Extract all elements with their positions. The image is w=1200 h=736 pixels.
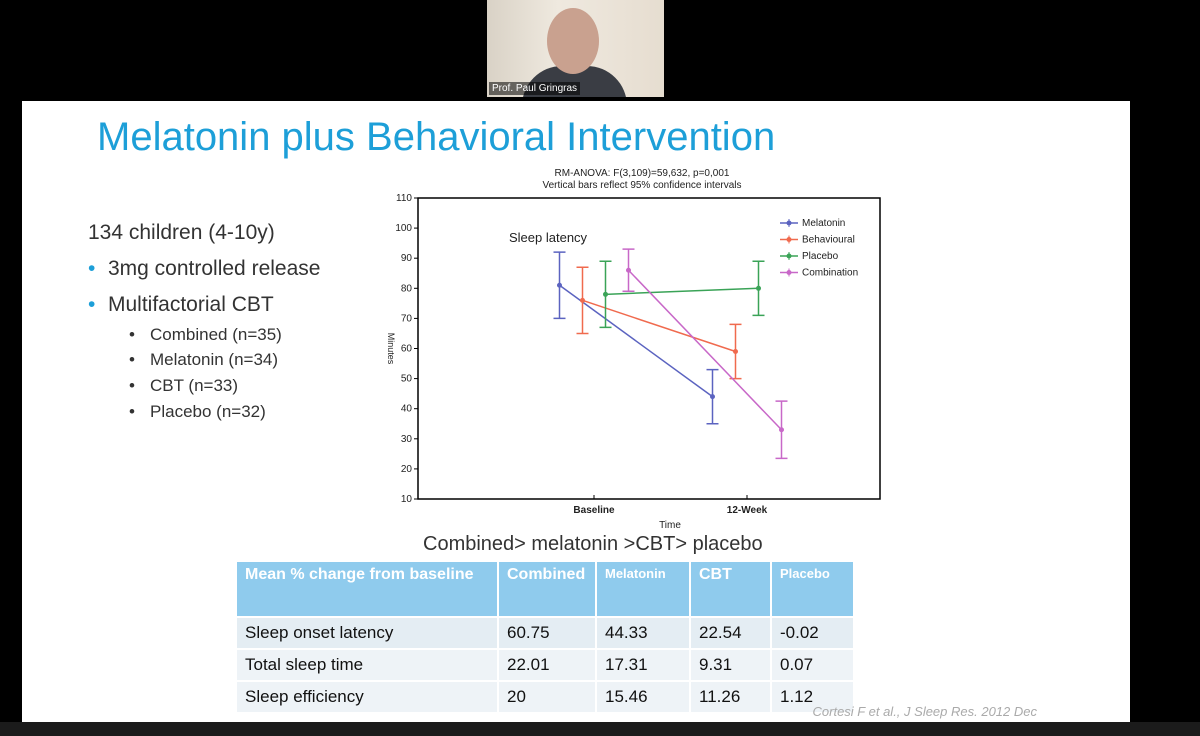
y-tick-label: 60 [401, 344, 413, 355]
legend-label: Placebo [802, 251, 839, 262]
point [779, 427, 784, 433]
legend-label: Melatonin [802, 218, 845, 229]
intro: 134 children (4-10y) [88, 221, 275, 244]
y-tick-label: 20 [401, 464, 413, 475]
chart: RM-ANOVA: F(3,109)=59,632, p=0,001Vertic… [386, 168, 881, 531]
header-cell: Mean % change from baseline [235, 562, 498, 617]
legend-label: Combination [802, 268, 858, 279]
header-cell: CBT [689, 562, 771, 617]
point [603, 291, 608, 297]
y-tick-label: 110 [396, 193, 412, 204]
table-cell: 11.26 [689, 680, 771, 712]
chart-subtitle: Vertical bars reflect 95% confidence int… [543, 180, 742, 191]
y-axis-label: Minutes [386, 333, 396, 365]
bullet: 3mg controlled release [88, 257, 320, 281]
table-cell: 44.33 [595, 616, 690, 649]
table-cell: 20 [497, 680, 596, 712]
participant-name: Prof. Paul Gringras [489, 82, 581, 95]
table-cell: 0.07 [770, 648, 853, 681]
legend-marker [786, 237, 792, 242]
sub-bullet: Melatonin (n=34) [129, 350, 278, 370]
table-cell: 9.31 [689, 648, 771, 681]
table-cell: 22.54 [689, 616, 771, 649]
toolbar [0, 722, 1200, 736]
table-cell: -0.02 [770, 616, 853, 649]
series-line [582, 299, 736, 353]
citation: Cortesi F et al., J Sleep Res. 2012 Dec [812, 704, 1037, 719]
x-axis-label: Time [659, 520, 681, 531]
table-cell: 1.12 [770, 680, 853, 712]
table-cell: 17.31 [595, 648, 690, 681]
y-tick-label: 50 [401, 374, 413, 385]
conclusion: Combined> melatonin >CBT> placebo [423, 533, 763, 555]
header-cell: Combined [497, 562, 596, 617]
y-tick-label: 70 [401, 313, 413, 324]
point [756, 285, 761, 291]
bullet: Multifactorial CBT [88, 293, 274, 317]
sub-bullet: Combined (n=35) [129, 325, 282, 345]
table-row: Total sleep time 22.01 17.31 9.31 0.07 [235, 648, 853, 681]
series-line [627, 269, 783, 431]
table-cell: 60.75 [497, 616, 596, 649]
sub-bullet: Placebo (n=32) [129, 402, 266, 422]
header-cell: Placebo [770, 562, 853, 617]
header-row: Mean % change from baseline Combined Melat… [235, 562, 853, 617]
point [710, 394, 715, 400]
x-tick-label: Baseline [573, 505, 615, 516]
y-tick-label: 30 [401, 434, 413, 445]
table-cell: Sleep onset latency [235, 616, 498, 649]
point [733, 349, 738, 355]
y-tick-label: 80 [401, 283, 413, 294]
table-cell: Sleep efficiency [235, 680, 498, 712]
table-row: Sleep onset latency 60.75 44.33 22.54 -0.02 [235, 616, 853, 649]
legend-marker [786, 220, 792, 226]
table-row: Sleep efficiency 20 15.46 11.26 1.12 [235, 680, 853, 712]
table-cell: 22.01 [497, 648, 596, 681]
table-cell: Total sleep time [235, 648, 498, 681]
results-table: Mean % change from baseline Combined Melat… [235, 562, 853, 712]
video-tile[interactable]: Prof. Paul Gringras [487, 0, 664, 97]
legend-marker [786, 270, 792, 275]
point [580, 297, 585, 303]
participant-face [547, 8, 599, 74]
y-tick-label: 10 [401, 494, 413, 505]
slide-title: Melatonin plus Behavioral Intervention [97, 115, 776, 159]
table-cell: 15.46 [595, 680, 690, 712]
x-tick-label: 12-Week [727, 505, 768, 516]
y-tick-label: 90 [401, 253, 413, 264]
slide: Melatonin plus Behavioral Intervention 1… [22, 101, 1130, 722]
series-line [559, 284, 713, 398]
y-tick-label: 100 [395, 223, 412, 234]
chart-title: RM-ANOVA: F(3,109)=59,632, p=0,001 [555, 168, 730, 179]
sub-bullet: CBT (n=33) [129, 376, 238, 396]
y-tick-label: 40 [401, 404, 413, 415]
legend-marker [786, 253, 792, 259]
point [626, 267, 631, 273]
point [557, 282, 562, 288]
series-line [605, 287, 759, 296]
header-cell: Melatonin [595, 562, 690, 617]
annotation: Sleep latency [509, 230, 588, 245]
legend-label: Behavioural [802, 235, 855, 246]
